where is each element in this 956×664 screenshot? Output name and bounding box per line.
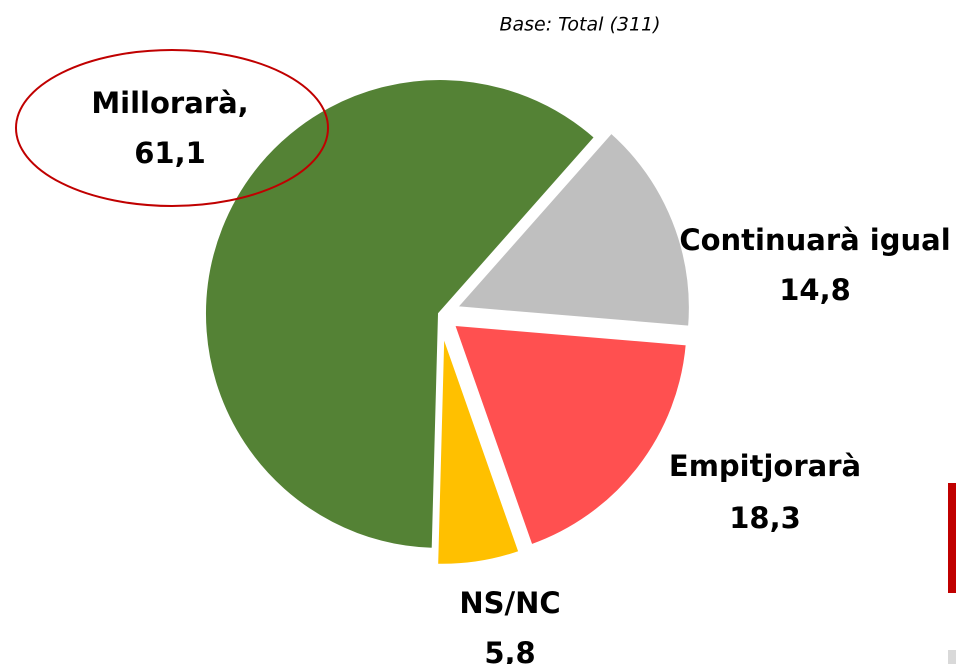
slice-value: 18,3 (729, 501, 801, 535)
slice-value: 5,8 (484, 636, 535, 664)
slice-value: 14,8 (779, 273, 851, 307)
decoration-bar (948, 483, 956, 593)
pie-slice (450, 128, 693, 330)
slice-label: NS/NC (459, 586, 560, 620)
slice-value: 61,1 (134, 136, 206, 170)
pie-slice (434, 329, 524, 568)
highlight-ellipse (15, 49, 329, 207)
slice-label: Empitjorarà (669, 449, 861, 483)
decoration-bar (948, 650, 956, 664)
pie-slice (202, 76, 600, 552)
chart-subtitle: Base: Total (311) (499, 14, 660, 36)
slice-label: Millorarà, (91, 86, 248, 120)
pie-slice (449, 321, 690, 550)
slice-label: Continuarà igual (679, 223, 950, 257)
